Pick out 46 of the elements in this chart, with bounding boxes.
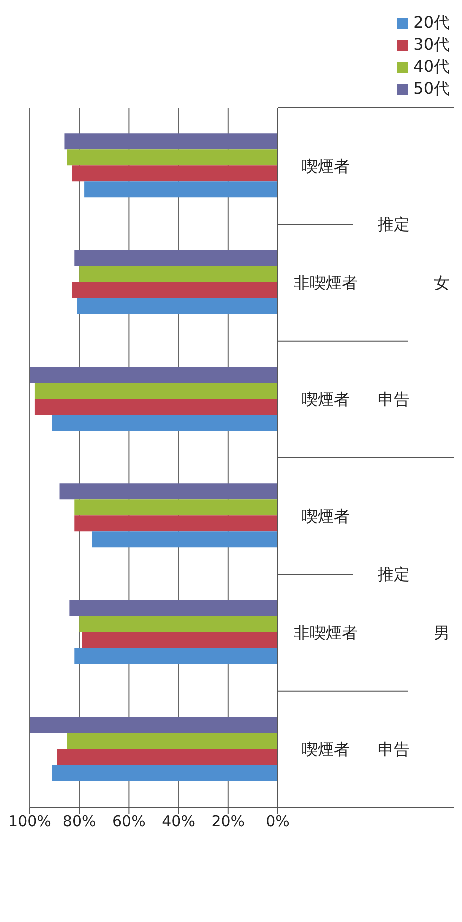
text: 男 bbox=[434, 624, 450, 642]
legend-label: 20代 bbox=[414, 12, 450, 34]
x-tick-label: 40% bbox=[162, 812, 196, 831]
bar bbox=[77, 298, 278, 314]
text: 女 bbox=[434, 274, 450, 292]
bar bbox=[74, 516, 278, 532]
bar bbox=[30, 367, 278, 383]
legend-label: 30代 bbox=[414, 34, 450, 56]
x-tick-label: 100% bbox=[8, 812, 52, 831]
bar bbox=[30, 717, 278, 733]
bar bbox=[52, 765, 278, 781]
bar bbox=[80, 616, 278, 632]
bar bbox=[34, 399, 278, 415]
bar bbox=[60, 484, 278, 500]
x-tick-label: 20% bbox=[212, 812, 246, 831]
text: 推定 bbox=[378, 565, 410, 584]
bar bbox=[64, 134, 278, 150]
y-tick-label: 喫煙者 bbox=[302, 156, 350, 176]
y-tick-label: 非喫煙者 bbox=[294, 624, 358, 642]
bar bbox=[34, 383, 278, 399]
bar bbox=[57, 749, 278, 765]
bar bbox=[72, 282, 278, 298]
bar bbox=[72, 166, 278, 182]
text: 申告 bbox=[378, 740, 410, 760]
y-tick-label: 非喫煙者 bbox=[294, 274, 358, 292]
text: 推定 bbox=[378, 215, 410, 234]
x-tick-label: 60% bbox=[112, 812, 146, 831]
legend-label: 50代 bbox=[414, 78, 450, 100]
bar bbox=[67, 733, 278, 749]
bar bbox=[84, 182, 278, 198]
bar bbox=[92, 532, 278, 548]
x-tick-label: 0% bbox=[266, 812, 290, 831]
bar bbox=[80, 266, 278, 282]
bar bbox=[70, 600, 278, 616]
bar bbox=[67, 150, 278, 166]
text: 申告 bbox=[378, 390, 410, 410]
bar bbox=[74, 648, 278, 664]
bar bbox=[52, 415, 278, 431]
bar bbox=[74, 500, 278, 516]
y-tick-label: 喫煙者 bbox=[302, 506, 350, 526]
y-tick-label: 喫煙者 bbox=[302, 390, 350, 410]
x-tick-label: 80% bbox=[62, 812, 96, 831]
legend-label: 40代 bbox=[414, 56, 450, 78]
bar bbox=[74, 250, 278, 266]
y-tick-label: 喫煙者 bbox=[302, 740, 350, 760]
bar bbox=[82, 632, 278, 648]
